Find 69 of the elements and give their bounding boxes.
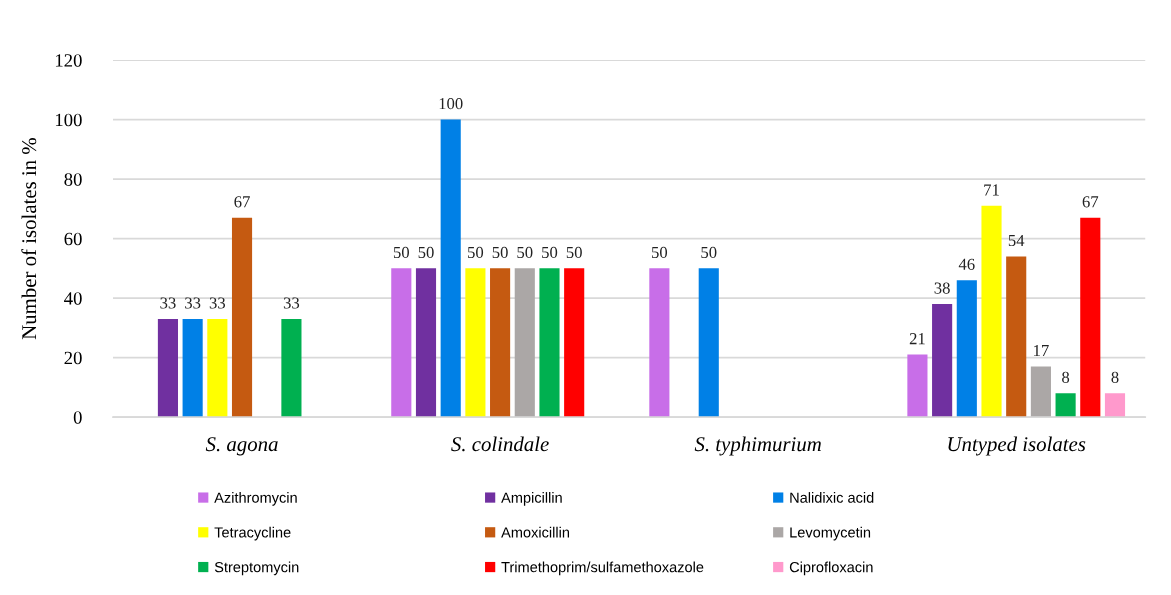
data-label: 50 — [468, 246, 484, 259]
legend-label: Ciprofloxacin — [789, 561, 873, 576]
x-tick-label: Untyped isolates — [948, 436, 1086, 456]
bar — [1006, 256, 1027, 418]
bar — [564, 268, 585, 418]
bar — [649, 268, 670, 418]
bar — [932, 304, 953, 418]
data-label: 50 — [517, 246, 533, 259]
data-label: 50 — [652, 246, 668, 259]
data-label: 33 — [209, 297, 226, 309]
bar — [281, 318, 302, 418]
bar — [1030, 366, 1051, 418]
legend-label: Azithromycin — [214, 492, 297, 506]
bar — [1055, 393, 1076, 418]
data-label: 50 — [393, 246, 409, 259]
bar — [207, 318, 228, 418]
x-tick-label: S. agona — [205, 437, 278, 456]
legend-label: Streptomycin — [214, 561, 299, 576]
bar — [956, 280, 977, 418]
data-label: 50 — [492, 246, 508, 259]
legend-label: Ampicillin — [501, 492, 562, 506]
data-label: 50 — [542, 246, 558, 259]
x-tick-label: S. typhimurium — [694, 436, 821, 456]
data-label: 67 — [1082, 196, 1099, 208]
y-tick-label: 120 — [55, 54, 82, 67]
data-label: 46 — [958, 258, 975, 270]
legend-label: Amoxicillin — [501, 526, 570, 538]
y-tick-label: 0 — [73, 411, 82, 424]
y-tick-label: 60 — [64, 232, 82, 246]
data-label: 8 — [1062, 371, 1070, 383]
y-tick-label: 40 — [64, 292, 82, 305]
bar — [539, 268, 560, 418]
legend-label: Trimethoprim/sulfamethoxazole — [501, 561, 704, 576]
bar — [1080, 217, 1101, 418]
legend-label: Levomycetin — [790, 526, 871, 541]
bar — [465, 268, 486, 418]
bar — [440, 119, 461, 418]
data-label: 21 — [909, 333, 925, 345]
bar — [231, 217, 253, 418]
y-axis-title: Number of isolates in % — [21, 138, 37, 340]
legend-label: Tetracycline — [214, 526, 291, 541]
bar — [698, 268, 719, 418]
data-label: 71 — [984, 184, 999, 196]
x-tick-label: S. colindale — [451, 436, 549, 452]
data-label: 50 — [701, 246, 717, 259]
data-label: 50 — [418, 246, 434, 259]
data-label: 33 — [160, 297, 176, 309]
data-label: 8 — [1111, 371, 1119, 383]
data-label: 33 — [185, 297, 201, 309]
bar — [182, 318, 203, 418]
bar — [981, 205, 1002, 418]
data-label: 50 — [566, 246, 582, 259]
bar — [415, 268, 437, 418]
bar — [157, 318, 179, 418]
bar — [1104, 393, 1126, 418]
data-label: 100 — [439, 98, 463, 110]
data-label: 67 — [234, 196, 250, 208]
y-tick-label: 80 — [64, 173, 82, 186]
y-tick-label: 20 — [64, 351, 82, 365]
bar — [907, 354, 928, 418]
y-tick-label: 100 — [55, 113, 82, 127]
bar — [391, 268, 412, 418]
legend-label: Nalidixic acid — [790, 492, 874, 503]
data-label: 38 — [934, 282, 950, 294]
data-label: 17 — [1034, 345, 1049, 357]
data-label: 54 — [1008, 234, 1025, 247]
data-label: 33 — [283, 297, 300, 309]
bar — [514, 268, 535, 418]
bar — [490, 268, 511, 418]
